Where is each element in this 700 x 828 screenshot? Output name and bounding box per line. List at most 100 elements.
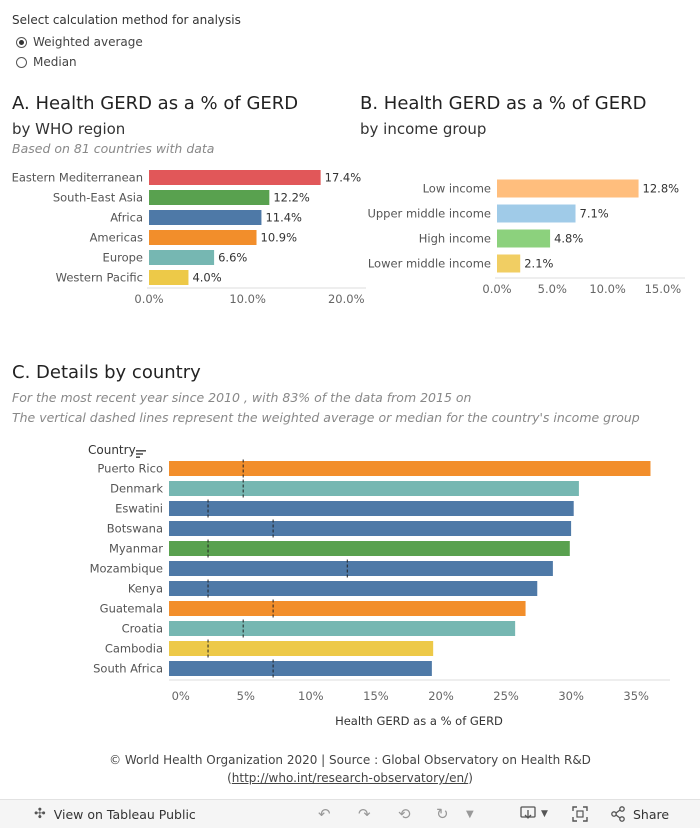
radio-selected-icon — [16, 36, 27, 48]
sort-icon[interactable] — [136, 444, 146, 458]
country-label: Kenya — [128, 582, 163, 596]
category-label: Low income — [423, 182, 491, 196]
data-label: 2.1% — [524, 257, 553, 271]
bar — [497, 204, 576, 223]
undo-icon[interactable]: ↶ — [318, 805, 331, 823]
bar — [149, 190, 270, 205]
radio-median[interactable]: Median — [16, 53, 77, 71]
x-axis-title: Health GERD as a % of GERD — [335, 714, 503, 728]
panel-a-title: A. Health GERD as a % of GERD — [12, 93, 299, 114]
panel-c-note-1: For the most recent year since 2010 , wi… — [12, 390, 472, 405]
category-label: Africa — [110, 211, 143, 225]
category-label: Lower middle income — [368, 257, 491, 271]
data-label: 17.4% — [325, 171, 362, 185]
footer-credit: © World Health Organization 2020 | Sourc… — [109, 753, 591, 767]
country-bar — [169, 641, 434, 656]
x-tick-label: 0.0% — [134, 292, 163, 306]
country-label: Myanmar — [109, 542, 163, 556]
radio-label: Weighted average — [33, 35, 143, 49]
data-label: 12.8% — [643, 182, 680, 196]
x-tick-label: 20% — [428, 689, 454, 703]
tableau-logo-icon: ✣ — [34, 806, 46, 822]
share-icon — [611, 806, 625, 822]
country-column-header: Country — [88, 443, 136, 457]
x-tick-label: 5% — [237, 689, 255, 703]
x-tick-label: 20.0% — [328, 292, 365, 306]
refresh-dropdown-icon[interactable]: ▼ — [466, 808, 474, 820]
data-label: 4.8% — [554, 232, 583, 246]
radio-label: Median — [33, 55, 77, 69]
redo-icon[interactable]: ↷ — [358, 805, 371, 823]
panel-a-note: Based on 81 countries with data — [12, 141, 215, 156]
download-dropdown-icon[interactable]: ▼ — [541, 809, 548, 819]
revert-icon[interactable]: ⟲ — [398, 805, 411, 823]
fullscreen-icon[interactable] — [572, 800, 588, 828]
radio-weighted-average[interactable]: Weighted average — [16, 33, 143, 51]
panel-a-subtitle: by WHO region — [12, 120, 126, 138]
country-label: Guatemala — [100, 602, 163, 616]
share-label: Share — [633, 806, 670, 822]
bar — [149, 170, 321, 185]
x-tick-label: 0.0% — [482, 282, 511, 296]
country-bar — [169, 561, 553, 576]
panel-b-title: B. Health GERD as a % of GERD — [360, 93, 647, 114]
country-bar — [169, 581, 538, 596]
category-label: Europe — [103, 251, 143, 265]
country-bar — [169, 521, 572, 536]
x-tick-label: 15% — [363, 689, 389, 703]
footer-link-line: (http://who.int/research-observatory/en/… — [0, 771, 700, 785]
category-label: Eastern Mediterranean — [12, 171, 143, 185]
category-label: Americas — [90, 231, 143, 245]
x-tick-label: 0% — [172, 689, 190, 703]
category-label: High income — [419, 232, 491, 246]
bar — [149, 270, 189, 285]
calculation-method-title: Select calculation method for analysis — [12, 13, 241, 27]
x-tick-label: 10% — [298, 689, 324, 703]
data-label: 12.2% — [273, 191, 310, 205]
x-tick-label: 10.0% — [229, 292, 266, 306]
bar — [497, 254, 521, 273]
refresh-icon[interactable]: ↻ — [436, 805, 449, 823]
country-label: Eswatini — [115, 502, 163, 516]
x-tick-label: 35% — [623, 689, 649, 703]
share-button[interactable]: Share — [610, 800, 669, 828]
panel-c-title: C. Details by country — [12, 362, 201, 383]
country-label: Puerto Rico — [97, 462, 163, 476]
country-bar — [169, 481, 579, 496]
category-label: Western Pacific — [56, 271, 143, 285]
country-label: South Africa — [93, 662, 163, 676]
country-label: Cambodia — [105, 642, 163, 656]
download-icon[interactable] — [520, 800, 536, 828]
source-link[interactable]: http://who.int/research-observatory/en/ — [231, 771, 469, 785]
category-label: South-East Asia — [53, 191, 143, 205]
country-label: Croatia — [122, 622, 163, 636]
country-label: Botswana — [107, 522, 163, 536]
country-label: Denmark — [110, 482, 163, 496]
category-label: Upper middle income — [367, 207, 491, 221]
country-bar — [169, 601, 526, 616]
bar — [149, 250, 215, 265]
bar — [149, 230, 257, 245]
country-bar — [169, 541, 570, 556]
bar — [149, 210, 262, 225]
data-label: 7.1% — [580, 207, 609, 221]
panel-b-subtitle: by income group — [360, 120, 487, 138]
bar — [497, 229, 551, 248]
panel-c-note-2: The vertical dashed lines represent the … — [12, 410, 640, 425]
tableau-toolbar: ✣ View on Tableau Public ↶ ↷ ⟲ ↻ ▼ ▼ Sha… — [0, 799, 700, 828]
country-bar — [169, 501, 574, 516]
view-on-tableau-button[interactable]: ✣ View on Tableau Public — [34, 800, 196, 828]
x-tick-label: 30% — [558, 689, 584, 703]
x-tick-label: 10.0% — [589, 282, 626, 296]
country-bar — [169, 621, 516, 636]
x-tick-label: 5.0% — [538, 282, 567, 296]
x-tick-label: 15.0% — [645, 282, 682, 296]
view-on-tableau-label: View on Tableau Public — [53, 806, 196, 822]
country-bar — [169, 461, 651, 476]
bar — [497, 179, 639, 198]
country-bar — [169, 661, 432, 676]
data-label: 10.9% — [261, 231, 298, 245]
